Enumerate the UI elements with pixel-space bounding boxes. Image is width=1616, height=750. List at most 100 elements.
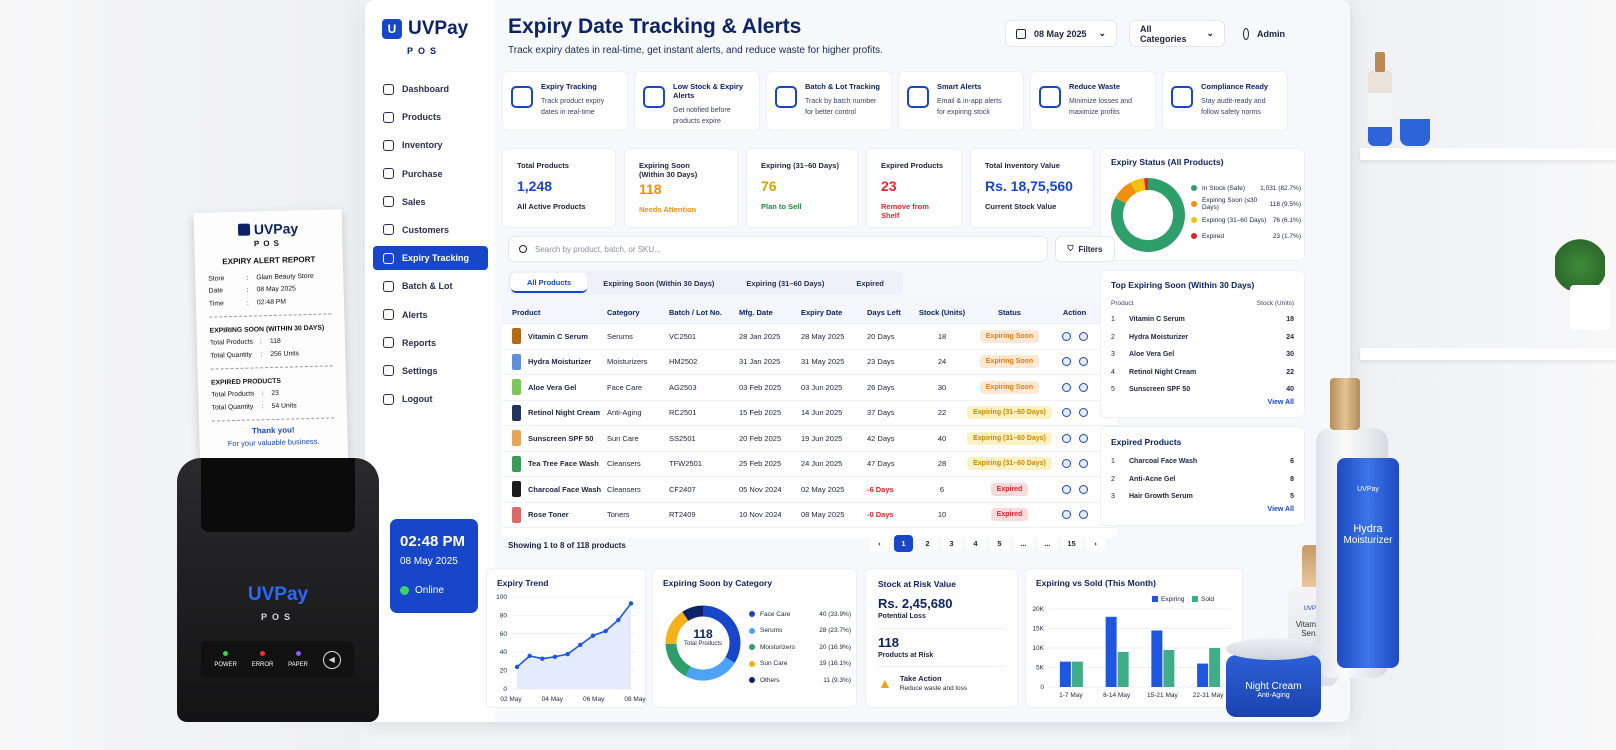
feature-desc-line: Track product expiry xyxy=(541,98,605,105)
page-button[interactable]: ... xyxy=(1014,535,1033,552)
search-placeholder: Search by product, batch, or SKU... xyxy=(535,244,661,254)
feature-desc-line: products expire xyxy=(673,117,721,125)
list-item[interactable]: 1 Charcoal Face Wash 6 xyxy=(1111,453,1294,471)
list-item[interactable]: 1 Vitamin C Serum 18 xyxy=(1111,311,1294,329)
trend-point xyxy=(616,617,621,623)
page-button[interactable]: 2 xyxy=(918,535,937,552)
edit-icon[interactable] xyxy=(1061,510,1071,520)
feed-button[interactable]: ◀ xyxy=(322,650,341,669)
inventory-icon xyxy=(383,139,394,151)
sidebar-item-settings[interactable]: Settings xyxy=(373,359,488,383)
printer-slot xyxy=(201,458,355,532)
layers-icon xyxy=(383,280,394,292)
tab-all-products[interactable]: All Products xyxy=(511,273,588,293)
product-thumbnail-icon xyxy=(512,430,521,447)
sidebar-item-batch-lot[interactable]: Batch & Lot xyxy=(373,274,488,298)
table-row[interactable]: Charcoal Face Wash Cleansers CF2407 05 Nov … xyxy=(502,477,1117,503)
x-tick-label: 8-14 May xyxy=(1103,692,1131,699)
table-row[interactable]: Retinol Night Cream Anti-Aging RC2501 15 Fe… xyxy=(502,401,1117,426)
column-header: Product xyxy=(512,308,541,317)
table-row[interactable]: Vitamin C Serum Serums VC2501 28 Jan 2025 28… xyxy=(502,324,1117,350)
cell-mfg: 25 Feb 2025 xyxy=(739,459,782,469)
list-item[interactable]: 2 Anti-Acne Gel 8 xyxy=(1111,471,1294,489)
view-icon[interactable] xyxy=(1078,510,1088,520)
hydra-moisturizer-tube: UVPay Hydra Moisturizer xyxy=(1337,458,1399,668)
view-icon[interactable] xyxy=(1078,433,1088,443)
edit-icon[interactable] xyxy=(1061,459,1071,469)
user-menu[interactable]: Admin xyxy=(1233,20,1295,47)
page-button[interactable]: ‹ xyxy=(870,535,889,552)
edit-icon[interactable] xyxy=(1061,357,1071,367)
list-item[interactable]: 2 Hydra Moisturizer 24 xyxy=(1111,329,1294,347)
cell-days: 37 Days xyxy=(867,408,895,418)
list-item[interactable]: 3 Aloe Vera Gel 30 xyxy=(1111,346,1294,364)
list-value: 24 xyxy=(1286,333,1294,341)
filters-button[interactable]: ⛉ Filters xyxy=(1055,236,1115,262)
table-row[interactable]: Rose Toner Toners RT2409 10 Nov 2024 08 May … xyxy=(502,503,1117,528)
page-button[interactable]: 3 xyxy=(942,535,961,552)
category-donut-chart xyxy=(665,605,741,681)
sidebar-item-dashboard[interactable]: Dashboard xyxy=(373,77,488,101)
receipt-date-key: Date xyxy=(208,287,224,295)
sidebar-item-customers[interactable]: Customers xyxy=(373,218,488,242)
page-button[interactable]: 5 xyxy=(990,535,1009,552)
stat-note: Remove from Shelf xyxy=(881,202,929,220)
tab-expired[interactable]: Expired xyxy=(856,278,884,288)
view-icon[interactable] xyxy=(1078,408,1088,418)
search-input[interactable]: Search by product, batch, or SKU... xyxy=(508,236,1048,262)
view-icon[interactable] xyxy=(1078,357,1088,367)
list-item[interactable]: 3 Hair Growth Serum 5 xyxy=(1111,488,1294,506)
table-row[interactable]: Sunscreen SPF 50 Sun Care SS2501 20 Feb 202… xyxy=(502,426,1117,452)
table-row[interactable]: Aloe Vera Gel Face Care AG2503 03 Feb 2025 0… xyxy=(502,375,1117,401)
expired-products-view-all-link[interactable]: View All xyxy=(1267,505,1294,513)
sidebar-item-products[interactable]: Products xyxy=(373,105,488,129)
edit-icon[interactable] xyxy=(1061,408,1071,418)
page-button[interactable]: › xyxy=(1086,535,1105,552)
take-action-link[interactable]: ▲ Take Action Reduce waste and loss xyxy=(878,674,1005,692)
vitamin-c-brand: UVPay xyxy=(1303,606,1323,612)
page-button[interactable]: 1 xyxy=(894,535,913,552)
sidebar-item-sales[interactable]: Sales xyxy=(373,190,488,214)
view-icon[interactable] xyxy=(1078,484,1088,494)
tab-expiring-soon-within-30-days-[interactable]: Expiring Soon (Within 30 Days) xyxy=(603,278,715,288)
status-badge: Expiring (31–60 Days) xyxy=(967,431,1052,445)
page-button[interactable]: 4 xyxy=(966,535,985,552)
edit-icon[interactable] xyxy=(1061,484,1071,494)
list-value: 8 xyxy=(1290,475,1294,483)
table-row[interactable]: Hydra Moisturizer Moisturizers HM2502 31 Ja… xyxy=(502,350,1117,375)
edit-icon[interactable] xyxy=(1061,382,1071,392)
cell-stock: 18 xyxy=(937,331,947,341)
legend-dot-icon xyxy=(1191,201,1197,207)
view-icon[interactable] xyxy=(1078,382,1088,392)
sidebar-item-purchase[interactable]: Purchase xyxy=(373,162,488,186)
feature-card: Smart Alerts Email & in-app alerts for exp… xyxy=(898,71,1024,131)
list-item[interactable]: 4 Retinol Night Cream 22 xyxy=(1111,364,1294,382)
date-picker[interactable]: 08 May 2025 ⌄ xyxy=(1005,20,1117,47)
edit-icon[interactable] xyxy=(1061,331,1071,341)
page-button[interactable]: 15 xyxy=(1062,535,1081,552)
view-icon[interactable] xyxy=(1078,459,1088,469)
column-header: Batch / Lot No. xyxy=(669,308,722,317)
bar-sold xyxy=(1163,649,1175,687)
top-expiring-view-all-link[interactable]: View All xyxy=(1267,398,1294,406)
sidebar-item-inventory[interactable]: Inventory xyxy=(373,133,488,157)
category-select[interactable]: All Categories ⌄ xyxy=(1129,20,1225,47)
sidebar-item-alerts[interactable]: Alerts xyxy=(373,303,488,327)
feature-desc-line: for expiring stock xyxy=(937,108,990,116)
date-picker-value: 08 May 2025 xyxy=(1034,28,1087,39)
sidebar-item-expiry-tracking[interactable]: Expiry Tracking xyxy=(373,246,488,271)
sidebar-item-reports[interactable]: Reports xyxy=(373,331,488,355)
list-item[interactable]: 5 Sunscreen SPF 50 40 xyxy=(1111,381,1294,399)
legend-value: 118 (9.5%) xyxy=(1269,200,1301,208)
legend-dot-icon xyxy=(1191,217,1197,223)
page-button[interactable]: ... xyxy=(1038,535,1057,552)
table-row[interactable]: Tea Tree Face Wash Cleansers TFW2501 25 Feb… xyxy=(502,452,1117,477)
sidebar-item-label: Sales xyxy=(402,196,426,207)
edit-icon[interactable] xyxy=(1061,433,1071,443)
sidebar-item-logout[interactable]: Logout xyxy=(373,387,488,411)
receipt-thanks: Thank you! xyxy=(251,424,295,436)
view-icon[interactable] xyxy=(1078,331,1088,341)
cell-days: 23 Days xyxy=(867,357,895,367)
category-donut-center-value: 118 xyxy=(693,627,713,641)
tab-expiring-31-60-days-[interactable]: Expiring (31–60 Days) xyxy=(746,278,825,288)
